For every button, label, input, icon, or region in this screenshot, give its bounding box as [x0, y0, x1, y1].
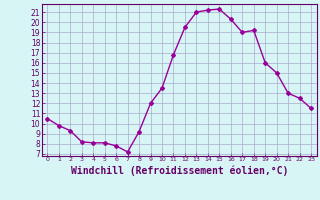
X-axis label: Windchill (Refroidissement éolien,°C): Windchill (Refroidissement éolien,°C) [70, 165, 288, 176]
